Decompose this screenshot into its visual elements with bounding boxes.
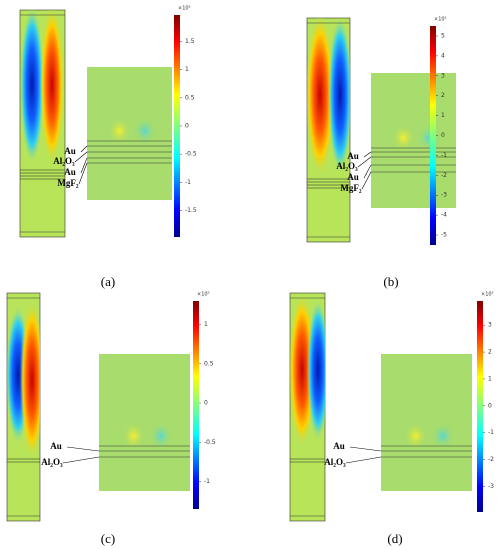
field-lobe xyxy=(307,298,325,442)
layer-label: Au xyxy=(64,167,76,177)
layer-label: MgF₂ xyxy=(340,183,361,193)
colorbar-tick-label: -2 xyxy=(441,172,447,179)
panel-label: (c) xyxy=(101,531,115,546)
leader-line xyxy=(78,162,88,185)
hot-spot xyxy=(403,422,428,450)
field-blobs xyxy=(7,300,40,460)
colorbar-tick-label: 1.5 xyxy=(185,38,195,45)
colorbar-tick-label: 0 xyxy=(204,400,208,407)
field-blobs xyxy=(20,10,64,165)
field-lobe xyxy=(40,10,64,165)
colorbar xyxy=(477,301,483,512)
layer-label: Al₂O₃ xyxy=(324,457,346,467)
colorbar-tick-label: -1 xyxy=(204,478,210,485)
colorbar-multiplier: ×10⁵ xyxy=(481,292,494,298)
colorbar-tick-label: -4 xyxy=(441,212,447,219)
layer-label: Au xyxy=(347,172,359,182)
cold-spot xyxy=(132,117,157,145)
hot-spot xyxy=(121,422,146,450)
colorbar-tick-label: -3 xyxy=(441,192,447,199)
layer-label: Al₂O₃ xyxy=(336,161,358,171)
colorbar-tick-label: 0 xyxy=(488,402,492,409)
zoom-box xyxy=(99,354,190,491)
colorbar-tick-label: -2 xyxy=(488,456,494,463)
field-lobe xyxy=(328,18,350,175)
leader-line xyxy=(66,446,100,452)
colorbar-tick-label: 2 xyxy=(488,349,492,356)
panel-label: (a) xyxy=(101,274,115,289)
field-lobe xyxy=(307,18,334,177)
colorbar-multiplier: ×10⁵ xyxy=(434,17,447,23)
colorbar-tick-label: 1 xyxy=(488,375,492,382)
colorbar-tick-label: -3 xyxy=(488,483,494,490)
leader-line xyxy=(357,156,372,168)
layer-label: Al₂O₃ xyxy=(41,457,63,467)
colorbar-tick-label: 1 xyxy=(185,66,189,73)
field-lobe xyxy=(20,10,44,165)
colorbar-tick-label: 3 xyxy=(488,322,492,329)
layer-label: MgF₂ xyxy=(57,178,78,188)
colorbar-tick-label: -1.5 xyxy=(185,207,197,214)
colorbar-tick-label: 5 xyxy=(441,32,445,39)
layer-label: Au xyxy=(333,441,345,451)
zoom-box xyxy=(381,354,472,491)
field-lobe xyxy=(20,300,40,460)
panel: Au Al₂O₃ ×10⁵ 1 0.5 0 -0.5 -1 (c) xyxy=(6,292,216,546)
colorbar-tick-label: 3 xyxy=(441,72,445,79)
layer-label: Au xyxy=(64,146,76,156)
colorbar-tick-label: -5 xyxy=(441,232,447,239)
cold-spot xyxy=(430,422,455,450)
leader-line xyxy=(80,157,88,174)
panel-label: (b) xyxy=(383,274,398,289)
leader-line xyxy=(363,164,372,179)
colorbar-tick-label: 1 xyxy=(441,112,445,119)
leader-line xyxy=(80,145,88,153)
hot-spot xyxy=(391,124,416,152)
colorbar-tick-label: 2 xyxy=(441,92,445,99)
cold-spot xyxy=(148,422,173,450)
leader-line xyxy=(345,456,382,464)
colorbar xyxy=(174,15,180,237)
colorbar-tick-label: 4 xyxy=(441,52,445,59)
field-blobs xyxy=(290,293,325,448)
colorbar-multiplier: ×10⁵ xyxy=(178,6,191,12)
colorbar-tick-label: -0.5 xyxy=(185,151,197,158)
leader-line xyxy=(349,446,382,452)
colorbar-tick-label: -1 xyxy=(488,429,494,436)
colorbar-tick-label: -1 xyxy=(441,152,447,159)
layer-label: Au xyxy=(50,441,62,451)
colorbar-tick-label: 0.5 xyxy=(204,360,214,367)
leader-line xyxy=(62,456,100,464)
colorbar-multiplier: ×10⁵ xyxy=(197,292,210,298)
colorbar-tick-label: 0 xyxy=(441,132,445,139)
leader-line xyxy=(361,171,372,190)
field-blobs xyxy=(307,18,350,177)
colorbar-tick-label: 0.5 xyxy=(185,94,195,101)
colorbar-tick-label: 1 xyxy=(204,321,208,328)
colorbar xyxy=(430,26,436,245)
colorbar-tick-label: 0 xyxy=(185,123,189,130)
colorbar xyxy=(193,301,199,509)
leader-line xyxy=(363,151,372,158)
layer-label: Al₂O₃ xyxy=(53,156,75,166)
leader-line xyxy=(74,151,88,163)
hot-spot xyxy=(107,117,132,145)
colorbar-tick-label: -0.5 xyxy=(204,439,216,446)
colorbar-tick-label: -1 xyxy=(185,179,191,186)
layer-label: Au xyxy=(347,151,359,161)
panel-label: (d) xyxy=(387,531,402,546)
panel: Au Al₂O₃ ×10⁵ 3 2 1 0 -1 -2 -3 (d) xyxy=(289,292,494,546)
